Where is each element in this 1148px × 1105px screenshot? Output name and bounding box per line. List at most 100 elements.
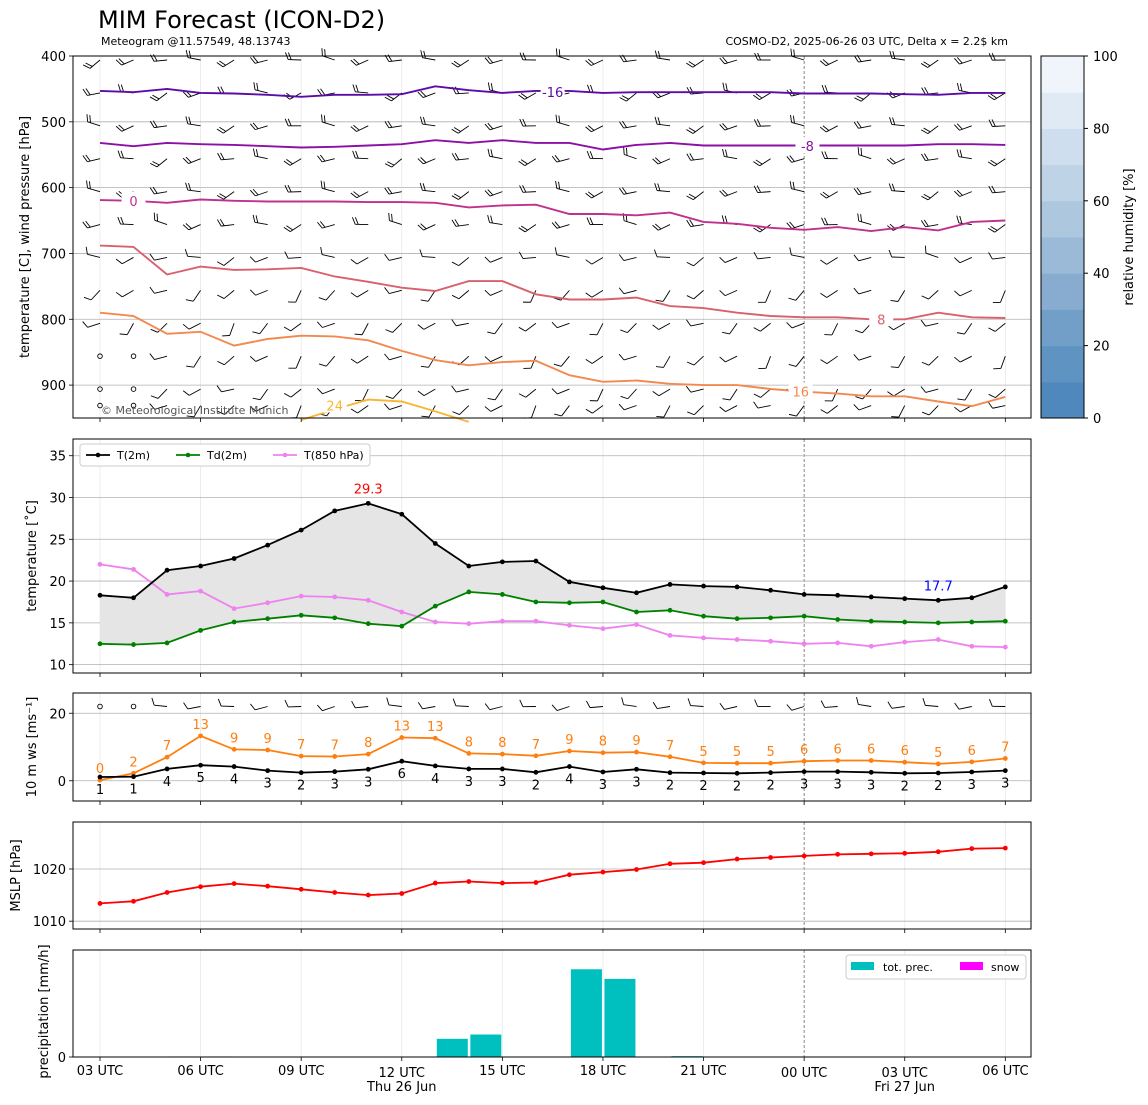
barb-feather — [719, 124, 726, 131]
barb-feather — [822, 125, 830, 131]
wind-barb — [921, 405, 939, 416]
barb-feather — [987, 161, 995, 167]
point-T(850 hPa) — [734, 637, 740, 642]
barb-staff — [392, 322, 403, 333]
barb-feather — [555, 114, 558, 123]
barb-staff — [959, 257, 972, 264]
wind-barb — [655, 290, 671, 302]
barb-feather — [853, 404, 860, 411]
point-Td(2m) — [432, 603, 438, 609]
barb-feather — [753, 327, 761, 332]
point-T(850 hPa) — [365, 597, 371, 603]
point-T(2m) — [298, 527, 304, 533]
barb-staff — [724, 706, 738, 710]
barb-staff — [356, 289, 369, 298]
barb-staff — [561, 405, 570, 417]
wind-barb — [786, 704, 805, 711]
point-T(850 hPa) — [298, 593, 304, 599]
barb-feather — [886, 158, 894, 165]
wind-barb — [318, 355, 336, 367]
barb-feather — [85, 62, 93, 67]
point-mslp — [868, 851, 874, 857]
barb-feather — [519, 699, 524, 707]
barb-feather — [824, 151, 829, 159]
point-mean — [131, 774, 136, 780]
barb-feather — [886, 92, 894, 99]
wind-barb — [722, 323, 738, 335]
barb-staff — [489, 59, 503, 65]
wind-barb — [253, 148, 268, 160]
wind-barb — [589, 388, 604, 402]
barb-feather — [156, 213, 159, 222]
barb-staff — [389, 220, 402, 225]
point-mslp — [298, 886, 304, 892]
point-mslp — [1002, 845, 1008, 851]
colorbar-band — [1041, 309, 1084, 347]
wind-barb — [585, 125, 604, 133]
wind-barb — [182, 223, 201, 231]
wind-barb — [853, 187, 872, 195]
barb-feather — [417, 390, 425, 396]
wind-barb — [518, 251, 536, 260]
barb-feather — [120, 150, 124, 159]
gust-value-label: 8 — [364, 736, 372, 751]
wind-barb — [551, 321, 570, 329]
barb-feather — [585, 408, 593, 414]
wind-barb — [484, 405, 503, 412]
barb-staff — [831, 323, 839, 336]
barb-feather — [249, 355, 257, 362]
barb-feather — [857, 147, 860, 155]
wind-barb — [149, 92, 168, 102]
barb-feather — [184, 248, 189, 257]
barb-staff — [188, 92, 201, 98]
barb-staff — [992, 191, 1006, 194]
barb-staff — [964, 388, 973, 401]
barb-feather — [551, 704, 558, 711]
barb-feather — [386, 697, 390, 706]
barb-staff — [423, 322, 436, 330]
point-mean — [935, 770, 941, 776]
point-Td(2m) — [365, 621, 371, 627]
barb-staff — [455, 92, 469, 95]
wind-barb — [754, 699, 771, 707]
barb-feather — [888, 249, 893, 258]
wind-barb — [117, 216, 134, 225]
barb-staff — [490, 355, 503, 363]
barb-feather — [887, 701, 893, 709]
barb-staff — [154, 125, 168, 129]
wind-barb — [855, 322, 872, 334]
barb-feather — [452, 698, 457, 706]
barb-staff — [458, 290, 470, 300]
legend-label: T(2m) — [116, 449, 150, 462]
y-tick-label: 35 — [49, 450, 66, 465]
barb-feather — [120, 84, 125, 92]
barb-feather — [719, 57, 725, 65]
barb-feather — [889, 50, 893, 59]
barb-staff — [254, 221, 268, 225]
barb-feather — [182, 224, 190, 231]
wind-barb — [555, 180, 570, 193]
barb-staff — [791, 122, 805, 127]
barb-feather — [484, 406, 492, 412]
y-tick-label: 10 — [49, 659, 66, 674]
point-mslp — [432, 880, 438, 886]
barb-feather — [655, 366, 664, 368]
barb-staff — [322, 388, 335, 395]
barb-feather — [819, 126, 827, 133]
barb-feather — [384, 353, 390, 361]
wind-barb — [987, 92, 1006, 101]
y-tick-label: 20 — [49, 707, 66, 722]
wind-barb — [988, 53, 1006, 61]
barb-feather — [487, 122, 494, 130]
barb-staff — [623, 289, 637, 295]
panel-frame — [72, 949, 1032, 1058]
wind-barb — [719, 405, 738, 413]
wind-barb — [920, 386, 939, 393]
barb-feather — [656, 415, 664, 418]
wind-barb — [686, 191, 704, 201]
point-mslp — [97, 901, 103, 906]
barb-feather — [652, 701, 658, 709]
barb-staff — [591, 355, 604, 364]
barb-staff — [858, 154, 872, 160]
barb-staff — [290, 388, 302, 398]
